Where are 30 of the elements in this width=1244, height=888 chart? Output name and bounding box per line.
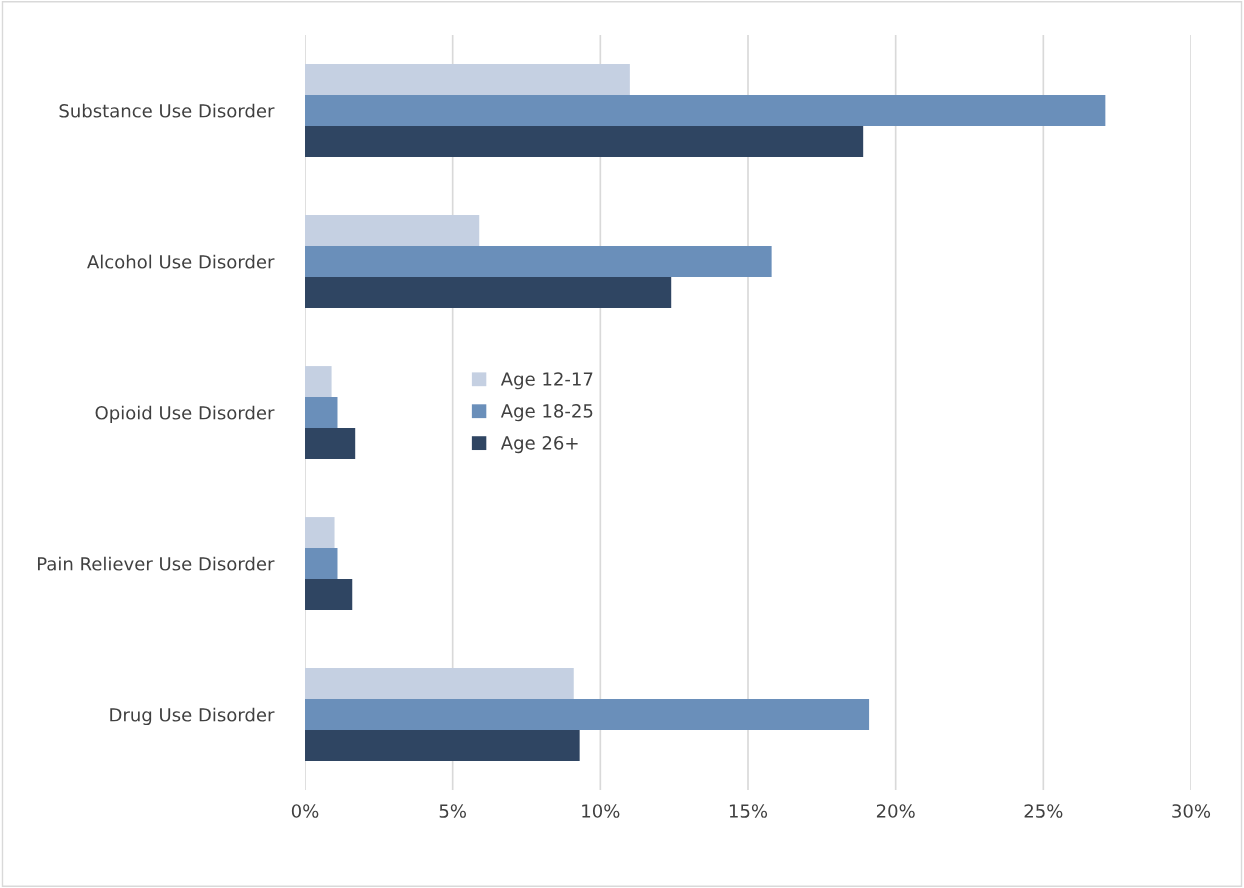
x-tick-label: 25% [1024,804,1063,818]
bar [305,366,332,398]
bar [305,246,772,277]
x-tick-label: 20% [876,804,915,818]
x-tick-label: 0% [291,804,319,818]
bar [305,578,353,610]
bar [305,729,580,761]
y-tick-label: Alcohol Use Disorder [87,254,275,269]
bar [305,95,1106,126]
bar [305,548,338,579]
bar [305,668,574,700]
legend-label: Age 12-17 [500,372,593,390]
bar [305,397,338,428]
legend-label: Age 26+ [500,436,578,454]
bar [305,699,870,730]
x-tick-label: 30% [1172,804,1211,818]
bar [305,276,672,308]
legend-label: Age 18-25 [500,404,593,422]
bar [305,215,480,247]
y-tick-label: Pain Reliever Use Disorder [38,556,275,571]
x-tick-label: 5% [439,804,466,818]
y-tick-label: Substance Use Disorder [59,103,275,118]
y-tick-label: Opioid Use Disorder [95,405,275,424]
x-tick-label: 15% [729,804,768,818]
x-tick-label: 10% [582,804,620,818]
bar [305,427,356,459]
bar [305,517,335,549]
bar [305,64,630,96]
bar [305,125,864,157]
y-tick-label: Drug Use Disorder [110,707,275,726]
